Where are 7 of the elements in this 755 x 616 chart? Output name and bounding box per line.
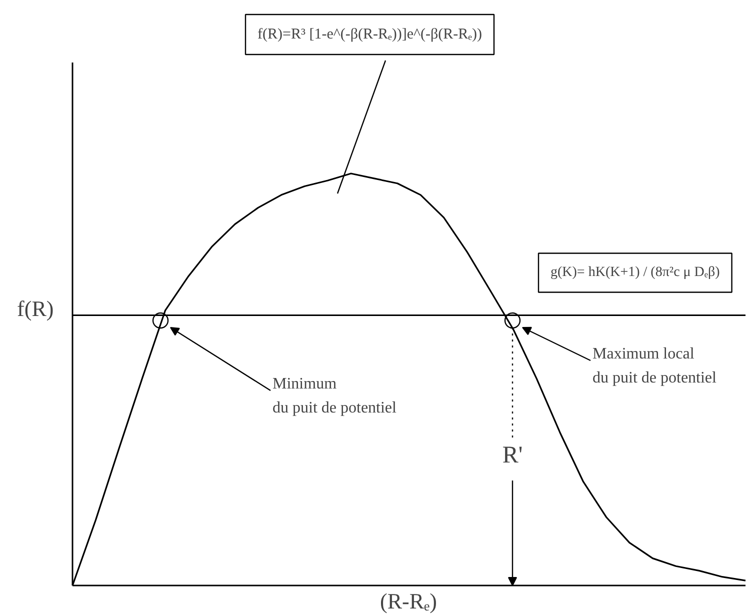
annotation: Maximum local du puit de potentiel [592,346,718,386]
x-axis-title: (R-Rₑ) [380,588,437,614]
annotation: R' [502,442,523,468]
annotation: Minimum du puit de potentiel [272,376,398,416]
ref-line-label: g(K)= hK(K+1) / (8π²c μ Dₑβ) [550,265,720,280]
text: f(R)=R³ [1-e^(-β(R-Rₑ))]e^(-β(R-Rₑ)) [258,26,482,42]
y-axis-title: f(R) [17,296,54,321]
